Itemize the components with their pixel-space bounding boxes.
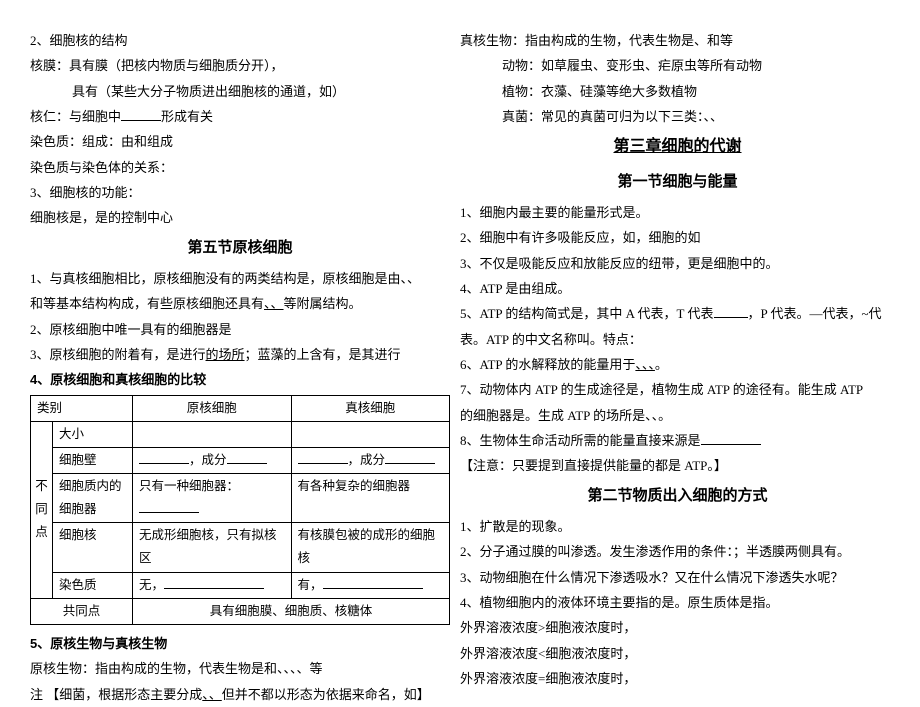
text-line: 6、ATP 的水解释放的能量用于、、、。 xyxy=(460,352,895,377)
right-column: 真核生物：指由构成的生物，代表生物是、和等 动物：如草履虫、变形虫、疟原虫等所有… xyxy=(460,28,895,631)
cell-nucleus-euk: 有核膜包被的成形的细胞核 xyxy=(291,523,450,572)
text-line: 表。ATP 的中文名称叫。特点： xyxy=(460,327,895,352)
row-common: 共同点 xyxy=(31,598,133,624)
text-line: 外界溶液浓度<细胞液浓度时， xyxy=(460,641,895,666)
text-line: 2、细胞中有许多吸能反应，如，细胞的如 xyxy=(460,225,895,250)
text-line: 7、动物体内 ATP 的生成途径是，植物生成 ATP 的途径有。能生成 ATP xyxy=(460,377,895,402)
text-line: 【注意：只要提到直接提供能量的都是 ATP。】 xyxy=(460,453,895,478)
row-diff-label: 不同点 xyxy=(31,421,53,598)
row-nucleus: 细胞核 xyxy=(53,523,133,572)
left-column: 2、细胞核的结构 核膜：具有膜（把核内物质与细胞质分开）， 具有（某些大分子物质… xyxy=(30,28,450,631)
text-line: 3、不仅是吸能反应和放能反应的纽带，更是细胞中的。 xyxy=(460,251,895,276)
text-line: 注 【细菌，根据形态主要分成、、但并不都以形态为依据来命名，如】 xyxy=(30,682,450,707)
text-line: 具有（某些大分子物质进出细胞核的通道，如） xyxy=(30,79,450,104)
text-line: 真核生物：指由构成的生物，代表生物是、和等 xyxy=(460,28,895,53)
row-organelle: 细胞质内的细胞器 xyxy=(53,474,133,523)
text-line: 外界溶液浓度=细胞液浓度时， xyxy=(460,666,895,691)
cell-common: 具有细胞膜、细胞质、核糖体 xyxy=(133,598,450,624)
text-line: 1、与真核细胞相比，原核细胞没有的两类结构是，原核细胞是由、、 xyxy=(30,266,450,291)
text-line: 核仁：与细胞中形成有关 xyxy=(30,104,450,129)
text-line: 的细胞器是。生成 ATP 的场所是、、。 xyxy=(460,403,895,428)
section-heading: 第二节物质出入细胞的方式 xyxy=(460,481,895,510)
section-heading: 第一节细胞与能量 xyxy=(460,167,895,196)
th-category: 类别 xyxy=(31,395,133,421)
text-line: 2、原核细胞中唯一具有的细胞器是 xyxy=(30,317,450,342)
text-line: 2、分子通过膜的叫渗透。发生渗透作用的条件：；半透膜两侧具有。 xyxy=(460,539,895,564)
text-line: 核膜：具有膜（把核内物质与细胞质分开）， xyxy=(30,53,450,78)
text-line: 2、细胞核的结构 xyxy=(30,28,450,53)
text-line: 5、原核生物与真核生物 xyxy=(30,631,450,656)
row-size: 大小 xyxy=(53,421,133,447)
text-line: 3、动物细胞在什么情况下渗透吸水？又在什么情况下渗透失水呢？ xyxy=(460,565,895,590)
row-chromatin: 染色质 xyxy=(53,572,133,598)
text-line: 4、原核细胞和真核细胞的比较 xyxy=(30,367,450,392)
chapter-heading: 第三章细胞的代谢 xyxy=(460,131,895,162)
section-heading: 第五节原核细胞 xyxy=(30,233,450,262)
text-line: 1、扩散是的现象。 xyxy=(460,514,895,539)
blank xyxy=(121,109,161,121)
text-line: 染色质与染色体的关系： xyxy=(30,155,450,180)
text-line: 真菌：常见的真菌可归为以下三类：、、 xyxy=(460,104,895,129)
th-eukaryote: 真核细胞 xyxy=(291,395,450,421)
text-line: 3、原核细胞的附着有，是进行的场所；蓝藻的上含有，是其进行 xyxy=(30,342,450,367)
text-line: 4、植物细胞内的液体环境主要指的是。原生质体是指。 xyxy=(460,590,895,615)
text-line: 5、ATP 的结构简式是，其中 A 代表，T 代表，P 代表。—代表，~代 xyxy=(460,301,895,326)
text-line: 原核生物：指由构成的生物，代表生物是和、、、、等 xyxy=(30,656,450,681)
text-line: 1、细胞内最主要的能量形式是。 xyxy=(460,200,895,225)
cell-nucleus-pro: 无成形细胞核，只有拟核区 xyxy=(133,523,292,572)
cell-organelle-euk: 有各种复杂的细胞器 xyxy=(291,474,450,523)
text-line: 染色质：组成：由和组成 xyxy=(30,129,450,154)
text-line: 植物：衣藻、硅藻等绝大多数植物 xyxy=(460,79,895,104)
row-wall: 细胞壁 xyxy=(53,447,133,473)
text-line: 外界溶液浓度>细胞液浓度时， xyxy=(460,615,895,640)
text-line: 和等基本结构构成，有些原核细胞还具有、、等附属结构。 xyxy=(30,291,450,316)
text-line: 动物：如草履虫、变形虫、疟原虫等所有动物 xyxy=(460,53,895,78)
text-line: 8、生物体生命活动所需的能量直接来源是 xyxy=(460,428,895,453)
comparison-table: 类别 原核细胞 真核细胞 不同点 大小 细胞壁 ，成分 ，成分 细胞质内的细胞器… xyxy=(30,395,450,625)
text-line: 3、细胞核的功能： xyxy=(30,180,450,205)
text-line: 细胞核是，是的控制中心 xyxy=(30,205,450,230)
th-prokaryote: 原核细胞 xyxy=(133,395,292,421)
text-line: 4、ATP 是由组成。 xyxy=(460,276,895,301)
